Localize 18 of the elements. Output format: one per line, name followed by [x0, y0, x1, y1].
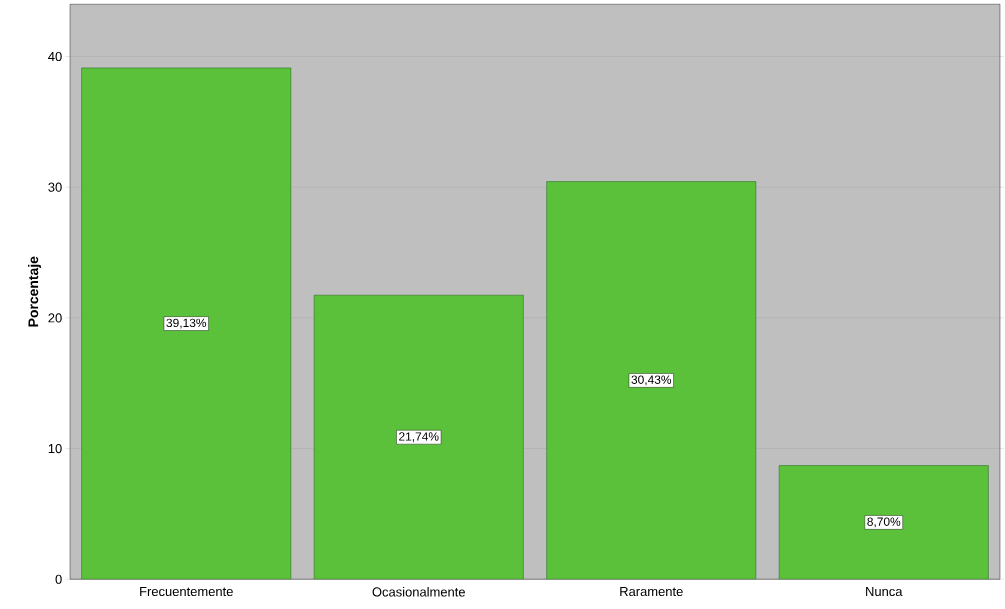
- bar: [313, 294, 524, 580]
- y-tick-label: 30: [48, 182, 62, 192]
- bar: [778, 465, 989, 580]
- y-tick-label: 0: [55, 574, 62, 584]
- data-label: 21,74%: [399, 432, 439, 443]
- y-axis-title: Porcentaje: [27, 256, 41, 327]
- bar: [81, 67, 292, 580]
- x-tick-label: Raramente: [620, 586, 683, 596]
- bar: [546, 181, 757, 580]
- y-tick-label: 10: [48, 443, 62, 454]
- y-tick-label: 20: [48, 313, 62, 323]
- data-label: 39,13%: [166, 318, 207, 329]
- x-tick-label: Ocasionalmente: [372, 586, 465, 597]
- data-label: 30,43%: [631, 375, 672, 386]
- x-tick-label: Frecuentemente: [140, 586, 233, 596]
- x-tick-label: Nunca: [866, 586, 903, 596]
- y-tick-label: 40: [48, 51, 62, 61]
- data-label: 8,70%: [867, 517, 901, 528]
